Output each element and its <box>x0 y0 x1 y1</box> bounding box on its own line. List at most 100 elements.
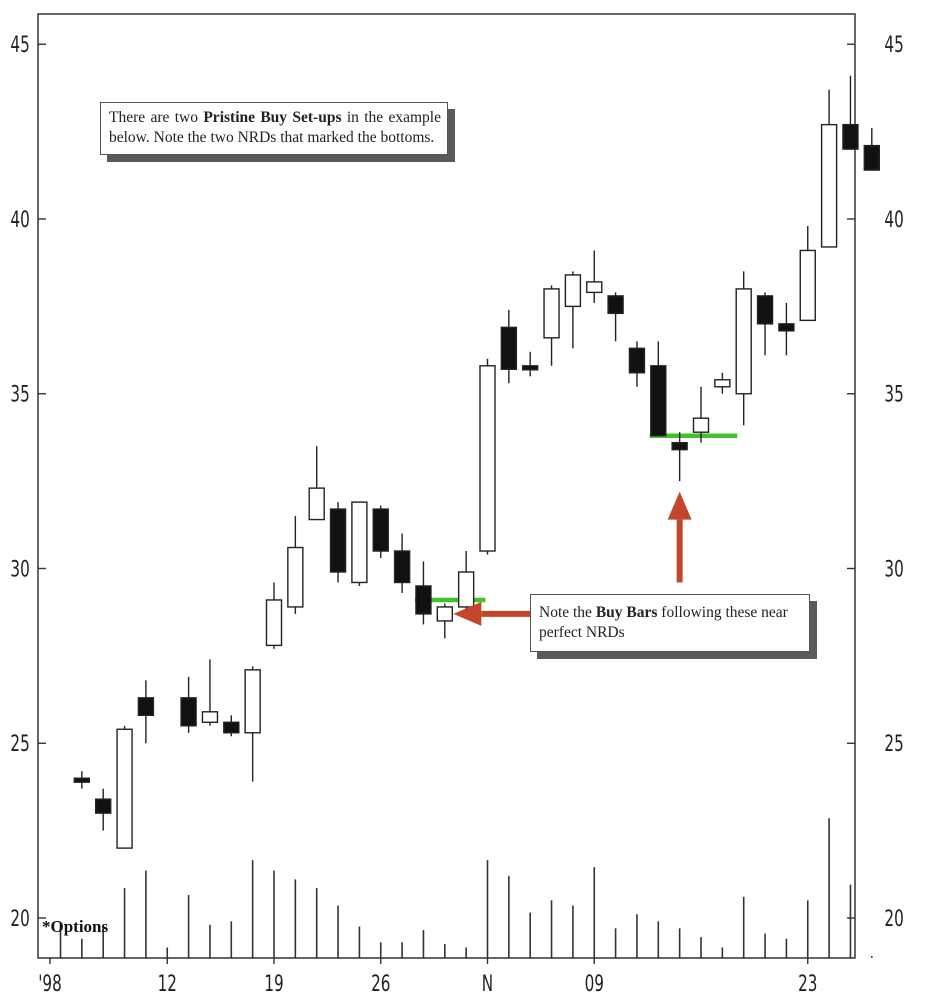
x-tick-label: N <box>482 972 493 996</box>
candle-body-up <box>586 281 603 294</box>
annotation-buy-bars: Note the Buy Bars following these near p… <box>530 594 810 652</box>
y-tick-label-left: 45 <box>10 34 29 58</box>
x-tick-label: 12 <box>158 972 177 996</box>
y-tick-label-right: 35 <box>884 383 903 407</box>
candle-body-up <box>436 606 453 622</box>
candle-body-down <box>415 585 432 615</box>
candle-body-up <box>116 728 133 849</box>
y-tick-label-left: 20 <box>10 907 29 931</box>
candle-body-down <box>756 295 774 325</box>
candle <box>180 676 197 733</box>
y-tick-label-left: 25 <box>10 733 29 757</box>
candle-body-up <box>265 599 283 647</box>
arrow <box>667 491 692 583</box>
candle-body-up <box>735 288 752 395</box>
candle-body-down <box>778 323 795 332</box>
candle-body-down <box>137 697 155 716</box>
x-tick-label: 19 <box>264 972 283 996</box>
candle-body-down <box>607 295 624 315</box>
x-tick-label: '98 <box>38 972 62 996</box>
candle <box>287 516 304 614</box>
candle-body-up <box>201 711 219 723</box>
candle-body-up <box>287 546 304 608</box>
candle <box>372 505 389 559</box>
candle <box>137 680 155 744</box>
note2-text-bold: Buy Bars <box>595 604 658 621</box>
y-tick-label-right: 20 <box>884 907 903 931</box>
candle <box>116 725 133 849</box>
candle <box>393 533 411 593</box>
candle <box>671 432 688 482</box>
y-tick-label-right: 30 <box>884 558 903 582</box>
y-tick-label-left: 40 <box>10 208 29 232</box>
arrow-head <box>667 491 692 520</box>
y-tick-label-left: 30 <box>10 558 29 582</box>
candle <box>329 502 347 583</box>
candle <box>201 659 219 726</box>
candle <box>863 128 880 171</box>
candle-body-up <box>457 571 475 608</box>
candle-body-down <box>842 123 859 150</box>
candle <box>500 309 518 384</box>
candle <box>799 225 816 322</box>
candle-body-up <box>692 417 710 433</box>
axes-layer: 20 20 25 25 30 30 35 35 40 40 45 45 '98 12 19 26 N 09 23 <box>10 34 903 997</box>
y-tick-label-right: 25 <box>884 733 903 757</box>
y-tick-label-right: 45 <box>884 34 903 58</box>
candles-layer <box>73 75 880 849</box>
note1-text-suffix: in the example below. Note the two NRDs … <box>109 109 441 146</box>
candle-body-down <box>94 798 112 814</box>
note1-text-prefix: There are two <box>109 109 204 126</box>
candle-body-down <box>372 508 389 552</box>
plot-frame <box>37 13 856 959</box>
x-tick-label: 23 <box>798 972 817 996</box>
candle-body-up <box>714 379 731 388</box>
candle <box>94 788 112 831</box>
candle-body-down <box>500 326 518 370</box>
candle-body-down <box>329 508 347 573</box>
candle-body-up <box>799 249 816 322</box>
candle <box>607 292 624 342</box>
note2-text-suffix: following these near perfect NRDs <box>539 604 788 641</box>
candle-body-up <box>351 501 368 584</box>
candle <box>756 292 774 356</box>
candle <box>415 561 432 625</box>
candle <box>479 358 496 555</box>
candle-body-up <box>820 123 838 248</box>
volume-layer <box>59 818 873 958</box>
x-tick-label: 26 <box>371 972 390 996</box>
candle <box>265 582 283 649</box>
candle <box>735 271 752 426</box>
candle-body-down <box>393 550 411 584</box>
candle <box>543 285 560 366</box>
candle-body-up <box>244 669 261 734</box>
note1-text-bold: Pristine Buy Set-ups <box>203 109 342 126</box>
note2-text-prefix: Note the <box>539 604 596 621</box>
candle <box>308 446 325 521</box>
options-label: *Options <box>42 917 109 936</box>
candle-body-up <box>479 365 496 552</box>
candle-body-down <box>180 697 197 727</box>
candle-body-down <box>671 441 688 451</box>
candle-body-down <box>522 365 539 371</box>
candle <box>457 551 475 611</box>
candle <box>692 386 710 443</box>
candle <box>714 372 731 394</box>
candle <box>436 603 453 639</box>
candle-body-down <box>628 347 646 374</box>
candle <box>778 302 795 356</box>
candle-body-up <box>564 274 582 308</box>
arrow-head <box>453 601 482 626</box>
candle-body-up <box>543 288 560 339</box>
candle <box>820 89 838 248</box>
candle <box>842 75 859 150</box>
candle <box>351 501 368 586</box>
candle <box>73 771 91 789</box>
x-tick-label: 09 <box>585 972 604 996</box>
candle <box>244 666 261 782</box>
candle-body-down <box>223 721 240 734</box>
candle-body-down <box>650 365 667 437</box>
candle-body-down <box>73 777 91 783</box>
candle <box>223 715 240 737</box>
